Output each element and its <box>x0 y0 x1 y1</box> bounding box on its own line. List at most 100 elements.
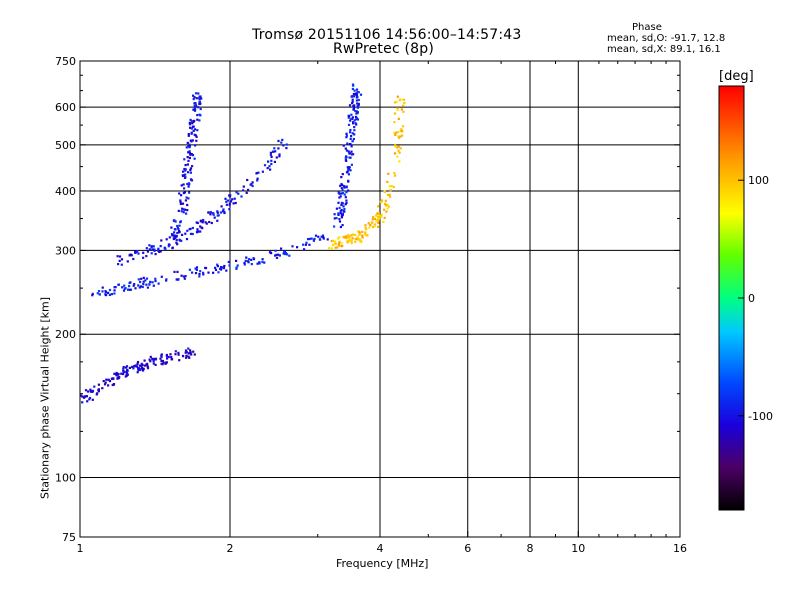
echo-point <box>398 151 401 154</box>
echo-point <box>191 125 194 128</box>
echo-point <box>261 260 264 264</box>
echo-point <box>197 106 200 109</box>
echo-point <box>204 221 207 224</box>
echo-point <box>348 115 351 118</box>
echo-point <box>270 159 273 162</box>
echo-point <box>397 149 400 152</box>
echo-point <box>220 266 223 269</box>
echo-point <box>285 143 288 146</box>
echo-point <box>220 205 223 208</box>
echo-point <box>196 114 199 117</box>
echo-point <box>213 216 216 219</box>
echo-point <box>134 287 137 290</box>
echo-point <box>193 106 196 109</box>
echo-point <box>82 396 86 399</box>
echo-point <box>351 233 354 236</box>
echo-point <box>85 395 88 398</box>
echo-point <box>181 202 185 205</box>
echo-point <box>190 120 193 123</box>
echo-point <box>146 365 149 368</box>
echo-point <box>146 250 149 253</box>
echo-point <box>335 217 338 220</box>
echo-point <box>356 102 359 105</box>
echo-point <box>182 208 185 211</box>
echo-point <box>261 258 264 261</box>
echo-point <box>250 258 253 261</box>
echo-point <box>153 357 156 361</box>
echo-point <box>122 289 126 292</box>
echo-point <box>380 215 383 218</box>
echo-point <box>389 189 392 192</box>
echo-point <box>334 242 337 245</box>
echo-point <box>274 249 277 252</box>
echo-point <box>165 238 168 241</box>
echo-point <box>247 188 250 191</box>
echo-point <box>283 250 286 253</box>
echo-point <box>144 279 147 282</box>
echo-point <box>349 169 352 172</box>
echo-point <box>176 243 179 246</box>
echo-point <box>375 214 378 217</box>
echo-point <box>209 213 212 216</box>
echo-point <box>390 185 393 188</box>
echo-point <box>170 358 173 361</box>
echo-point <box>176 278 179 281</box>
echo-point <box>347 116 350 119</box>
echo-point <box>137 368 140 372</box>
y-tick-label: 750 <box>55 55 76 68</box>
echo-point <box>191 154 195 157</box>
echo-point <box>338 220 342 223</box>
echo-point <box>170 226 173 229</box>
echo-point <box>202 273 205 276</box>
echo-point <box>111 377 114 381</box>
echo-point <box>345 134 348 137</box>
echo-point <box>188 152 192 155</box>
echo-point <box>304 243 307 246</box>
echo-point <box>103 383 107 386</box>
echo-point <box>194 267 197 270</box>
echo-point <box>191 226 194 230</box>
echo-point <box>349 137 352 140</box>
echo-point <box>343 236 346 239</box>
echo-point <box>179 220 182 223</box>
echo-point <box>190 132 193 135</box>
echo-point <box>194 103 197 106</box>
echo-point <box>376 212 379 215</box>
echo-point <box>235 259 238 262</box>
echo-point <box>393 121 396 124</box>
phase-stats-o-mode: mean, sd,O: -91.7, 12.8 <box>607 33 726 44</box>
echo-point <box>351 98 354 101</box>
echo-point <box>355 99 358 102</box>
echo-point <box>345 235 348 238</box>
echo-point <box>189 349 192 352</box>
echo-point <box>179 199 182 202</box>
echo-point <box>195 139 198 142</box>
echo-point <box>377 221 380 224</box>
echo-point <box>400 108 403 111</box>
echo-point <box>97 389 100 392</box>
echo-point <box>358 231 361 234</box>
echo-point <box>345 171 349 174</box>
echo-point <box>341 212 344 215</box>
echo-point <box>216 211 219 214</box>
echo-point <box>199 219 203 222</box>
echo-point <box>150 245 153 248</box>
echo-point <box>81 395 84 398</box>
echo-point <box>117 263 120 266</box>
echo-point <box>135 365 139 368</box>
echo-point <box>367 222 370 225</box>
echo-point <box>152 362 155 365</box>
echo-point <box>186 203 189 207</box>
echo-point <box>277 147 280 150</box>
echo-point <box>342 192 345 195</box>
echo-point <box>252 257 255 260</box>
echo-point <box>346 241 349 244</box>
echo-point <box>174 228 177 231</box>
echo-point <box>349 131 352 134</box>
echo-point <box>343 193 346 196</box>
echo-point <box>396 146 399 149</box>
echo-point <box>136 362 139 365</box>
echo-point <box>358 238 361 241</box>
echo-point <box>122 370 126 374</box>
echo-point <box>163 247 166 250</box>
